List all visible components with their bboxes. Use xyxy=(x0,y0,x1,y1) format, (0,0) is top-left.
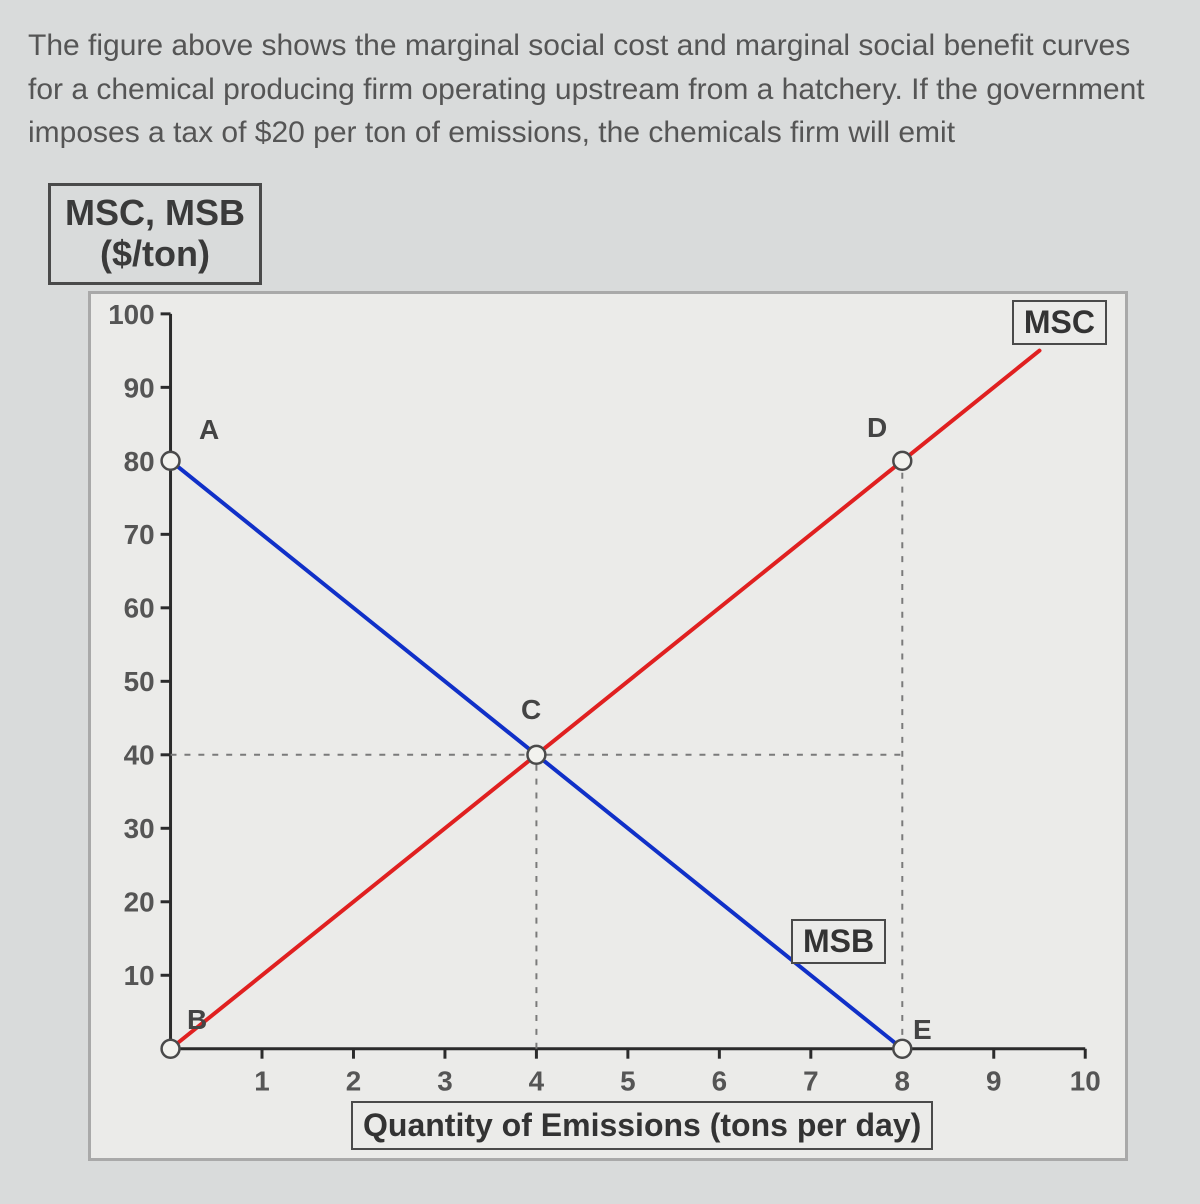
svg-text:40: 40 xyxy=(124,739,155,770)
svg-text:2: 2 xyxy=(346,1065,361,1096)
svg-text:5: 5 xyxy=(620,1065,635,1096)
svg-text:80: 80 xyxy=(124,445,155,476)
svg-text:8: 8 xyxy=(895,1065,910,1096)
point-label-B: B xyxy=(187,1004,207,1036)
svg-text:6: 6 xyxy=(712,1065,727,1096)
point-label-C: C xyxy=(521,694,541,726)
svg-text:9: 9 xyxy=(986,1065,1001,1096)
plot-area: 10 20 30 40 50 60 70 80 90 100 1 2 3 4 5 6 7 8 9 10 MSC MSB… xyxy=(88,291,1128,1161)
svg-text:100: 100 xyxy=(108,298,154,329)
svg-text:10: 10 xyxy=(1070,1065,1101,1096)
chart-container: MSC, MSB ($/ton) 10 20 30 40 50 60 70 80 90 100 1 2… xyxy=(28,183,1138,1163)
svg-text:60: 60 xyxy=(124,592,155,623)
y-axis-title-box: MSC, MSB ($/ton) xyxy=(48,183,262,286)
svg-text:10: 10 xyxy=(124,960,155,991)
question-text: The figure above shows the marginal soci… xyxy=(28,24,1168,155)
plot-svg: 10 20 30 40 50 60 70 80 90 100 1 2 3 4 5 6 7 8 9 10 xyxy=(91,294,1125,1158)
svg-text:20: 20 xyxy=(124,886,155,917)
y-axis-title-2: ($/ton) xyxy=(65,233,245,274)
svg-text:7: 7 xyxy=(803,1065,818,1096)
point-label-D: D xyxy=(867,412,887,444)
svg-text:1: 1 xyxy=(254,1065,269,1096)
y-axis-title-1: MSC, MSB xyxy=(65,192,245,233)
point-label-A: A xyxy=(199,414,219,446)
msc-label-box: MSC xyxy=(1012,300,1107,345)
svg-text:70: 70 xyxy=(124,519,155,550)
svg-text:90: 90 xyxy=(124,372,155,403)
svg-text:4: 4 xyxy=(529,1065,545,1096)
point-label-E: E xyxy=(913,1014,932,1046)
svg-text:50: 50 xyxy=(124,666,155,697)
x-axis-title-box: Quantity of Emissions (tons per day) xyxy=(351,1101,933,1150)
svg-text:30: 30 xyxy=(124,813,155,844)
svg-text:3: 3 xyxy=(437,1065,452,1096)
msb-label-box: MSB xyxy=(791,919,886,964)
